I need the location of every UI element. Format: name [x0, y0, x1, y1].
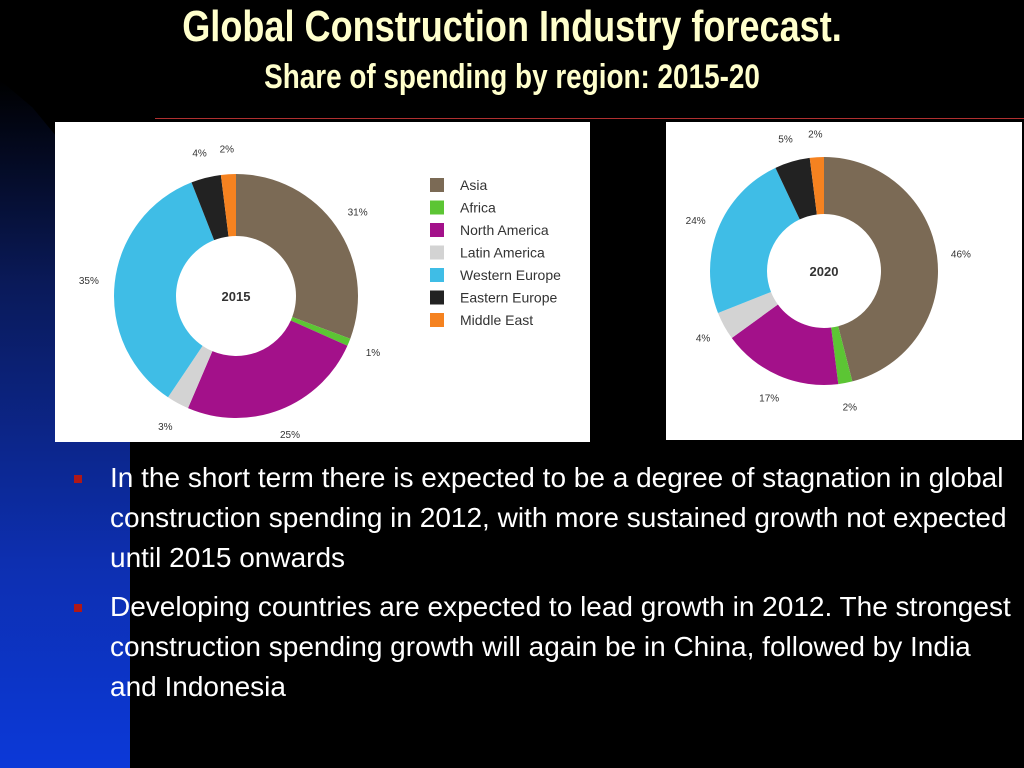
slice-value-label: 2%: [843, 403, 858, 414]
slice-value-label: 24%: [686, 216, 706, 227]
donut-slice-eastern-europe: [191, 174, 229, 241]
legend-swatch-africa: [430, 200, 444, 215]
donut-slice-africa: [290, 317, 351, 346]
legend-swatch-asia: [430, 178, 444, 192]
slice-value-label: 4%: [192, 149, 207, 160]
legend-swatch-western-europe: [430, 268, 444, 282]
slide-subtitle: Share of spending by region: 2015-20: [264, 58, 760, 96]
legend-label: Eastern Europe: [460, 290, 557, 306]
bullet-item: In the short term there is expected to b…: [72, 458, 1017, 578]
bullet-item: Developing countries are expected to lea…: [72, 587, 1017, 707]
slice-value-label: 25%: [280, 430, 300, 441]
donut-slice-north-america: [188, 320, 348, 418]
donut-slice-middle-east: [809, 157, 824, 215]
legend-label: Africa: [460, 200, 496, 216]
bullet-marker: [74, 475, 82, 483]
slice-value-label: 5%: [778, 134, 793, 145]
slice-value-label: 2%: [220, 144, 235, 155]
legend-swatch-eastern-europe: [430, 290, 444, 305]
legend-label: Asia: [460, 177, 487, 193]
slice-value-label: 46%: [951, 250, 971, 261]
legend-label: North America: [460, 222, 549, 238]
donut-slice-asia: [824, 157, 938, 382]
donut-slice-middle-east: [220, 174, 236, 237]
legend-label: Western Europe: [460, 267, 561, 283]
legend-swatch-latin-america: [430, 245, 444, 260]
donut-slice-north-america: [731, 304, 839, 386]
donut-chart-2020: 46% 2% 17% 4% 24% 5% 2% 2020: [666, 122, 1022, 440]
slice-value-label: 17%: [759, 394, 779, 405]
slice-value-label: 4%: [696, 333, 711, 344]
donut-chart-2015: 31% 1% 25% 3% 35% 4% 2% 2015 Asia Africa North Ame…: [55, 122, 590, 442]
donut-center-year: 2015: [222, 289, 251, 304]
donut-center-year: 2020: [810, 264, 839, 279]
slice-value-label: 2%: [808, 129, 823, 140]
legend-swatch-middle-east: [430, 313, 444, 327]
title-divider: [155, 118, 1024, 119]
donut-slice-asia: [236, 174, 359, 339]
donut-slice-western-europe: [113, 182, 215, 398]
donut-chart-2015-svg: 31% 1% 25% 3% 35% 4% 2% 2015 Asia Africa North Ame…: [79, 144, 561, 441]
donut-slice-western-europe: [710, 167, 800, 313]
bullet-text: Developing countries are expected to lea…: [110, 591, 1011, 702]
bullet-list: In the short term there is expected to b…: [72, 458, 1017, 716]
bullet-text: In the short term there is expected to b…: [110, 462, 1007, 573]
donut-slice-africa: [831, 326, 853, 385]
slice-value-label: 1%: [366, 348, 381, 359]
donut-chart-2020-svg: 46% 2% 17% 4% 24% 5% 2% 2020: [686, 129, 971, 414]
slide-title: Global Construction Industry forecast.: [182, 2, 842, 51]
legend-swatch-north-america: [430, 223, 444, 237]
legend-label: Latin America: [460, 245, 545, 261]
donut-slice-latin-america: [718, 291, 778, 339]
slice-value-label: 31%: [348, 208, 368, 219]
donut-slice-latin-america: [168, 345, 213, 409]
slice-value-label: 35%: [79, 276, 99, 287]
donut-slice-eastern-europe: [775, 157, 817, 220]
bullet-marker: [74, 604, 82, 612]
slice-value-label: 3%: [158, 422, 173, 433]
legend-label: Middle East: [460, 312, 533, 328]
